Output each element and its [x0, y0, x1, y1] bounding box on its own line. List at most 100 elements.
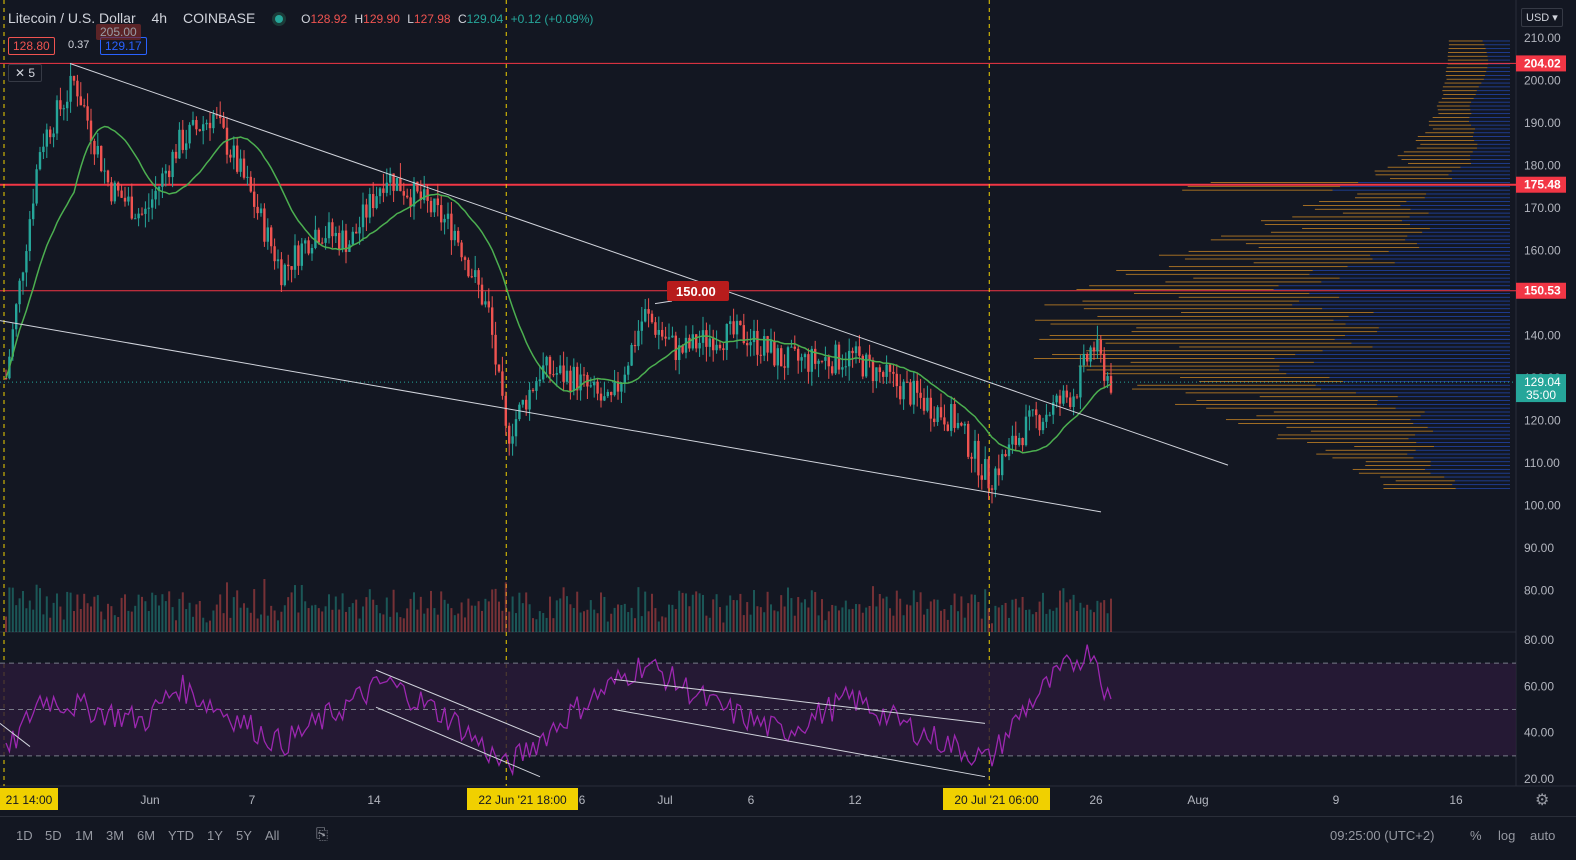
volume-bar: [219, 594, 222, 632]
candle-body: [678, 345, 681, 361]
vp-bar: [1374, 170, 1452, 172]
volume-bar: [368, 589, 371, 632]
candle-body: [565, 370, 569, 382]
candle-body: [939, 407, 943, 418]
volume-bar: [776, 611, 779, 632]
volume-bar: [596, 613, 599, 632]
vp-bar: [1424, 411, 1510, 413]
vp-bar: [1286, 373, 1510, 375]
collapse-icon: ✕: [15, 66, 29, 80]
candle-body: [990, 488, 994, 490]
volume-bar: [695, 591, 698, 632]
range-ytd[interactable]: YTD: [168, 828, 194, 843]
vp-bar: [1137, 384, 1316, 386]
candle-body: [620, 382, 623, 392]
candle-body: [712, 338, 715, 351]
range-1m[interactable]: 1M: [75, 828, 94, 843]
vp-bar: [1485, 48, 1510, 50]
range-1d[interactable]: 1D: [16, 828, 33, 843]
range-1y[interactable]: 1Y: [207, 828, 223, 843]
volume-bar: [1065, 602, 1068, 632]
candle-body: [457, 230, 460, 243]
candle-body: [4, 378, 8, 379]
volume-bar: [477, 601, 480, 632]
volume-bar: [831, 604, 834, 632]
candle-body: [576, 366, 579, 391]
auto-toggle[interactable]: auto: [1530, 828, 1556, 843]
vp-bar: [1310, 430, 1434, 432]
vp-bar: [1380, 476, 1445, 478]
volume-bar: [120, 597, 123, 632]
volume-bar: [413, 592, 415, 632]
volume-bar: [691, 594, 694, 632]
rsi-trendline: [375, 706, 541, 778]
vp-bar: [1050, 323, 1346, 325]
sell-button[interactable]: 128.80: [8, 37, 55, 55]
volume-bar: [161, 594, 164, 632]
vp-bar: [1278, 285, 1510, 287]
range-all[interactable]: All: [265, 828, 280, 843]
volume-bar: [154, 595, 157, 632]
volume-bar: [440, 591, 443, 632]
volume-bar: [1038, 601, 1041, 632]
candle-body: [474, 270, 477, 277]
volume-bar: [117, 617, 120, 632]
volume-bar: [358, 618, 361, 632]
clock-time[interactable]: 09:25:00 (UTC+2): [1330, 828, 1435, 843]
candle-body: [946, 424, 949, 431]
range-5y[interactable]: 5Y: [236, 828, 252, 843]
interval-label[interactable]: 4h: [151, 10, 168, 26]
candle-body: [929, 397, 932, 419]
volume-bar: [617, 604, 619, 632]
candle-body: [290, 266, 293, 270]
rsi-line: [5, 644, 1112, 777]
volume-bar: [504, 582, 507, 632]
candle-body: [790, 346, 793, 348]
vp-bar: [1158, 254, 1371, 256]
volume-bar: [589, 600, 592, 632]
vp-bar: [1260, 220, 1403, 222]
settings-gear-icon[interactable]: ⚙: [1535, 792, 1550, 809]
volume-bar: [538, 611, 541, 632]
candle-body: [205, 122, 208, 125]
volume-bar: [474, 605, 477, 632]
volume-bar: [1072, 594, 1075, 632]
candle-body: [229, 154, 232, 158]
range-5d[interactable]: 5D: [45, 828, 62, 843]
candle-body: [528, 389, 531, 410]
candle-body: [606, 391, 609, 397]
volume-bar: [32, 609, 35, 632]
vp-bar: [1419, 247, 1510, 248]
candle-body: [525, 399, 528, 410]
candle-body: [436, 198, 439, 206]
candle-body: [603, 396, 606, 401]
vp-bar: [1196, 400, 1378, 401]
volume-bar: [555, 600, 558, 632]
date-range-icon[interactable]: ⎘: [316, 826, 329, 843]
volume-bar: [521, 603, 524, 632]
vp-bar: [1474, 140, 1510, 141]
percent-toggle[interactable]: %: [1470, 828, 1482, 843]
range-3m[interactable]: 3M: [106, 828, 125, 843]
currency-select[interactable]: USD ▾: [1521, 8, 1563, 27]
candle-body: [276, 259, 280, 262]
volume-bar: [49, 617, 52, 632]
indicator-toggle[interactable]: ✕ 5: [8, 64, 43, 82]
volume-bar: [260, 614, 262, 632]
candle-body: [62, 108, 65, 110]
candle-body: [1096, 339, 1099, 352]
log-toggle[interactable]: log: [1498, 828, 1516, 843]
candle-body: [25, 251, 28, 273]
symbol-name[interactable]: Litecoin / U.S. Dollar: [8, 10, 136, 26]
candle-body: [977, 440, 980, 476]
vp-bar: [1182, 189, 1333, 191]
volume-bar: [800, 602, 803, 632]
volume-bar: [1004, 602, 1007, 632]
candle-body: [902, 381, 905, 400]
vp-bar: [1179, 346, 1373, 348]
range-6m[interactable]: 6M: [137, 828, 156, 843]
candle-body: [637, 330, 640, 347]
vp-bar: [1083, 308, 1323, 310]
vp-bar: [1315, 384, 1510, 386]
